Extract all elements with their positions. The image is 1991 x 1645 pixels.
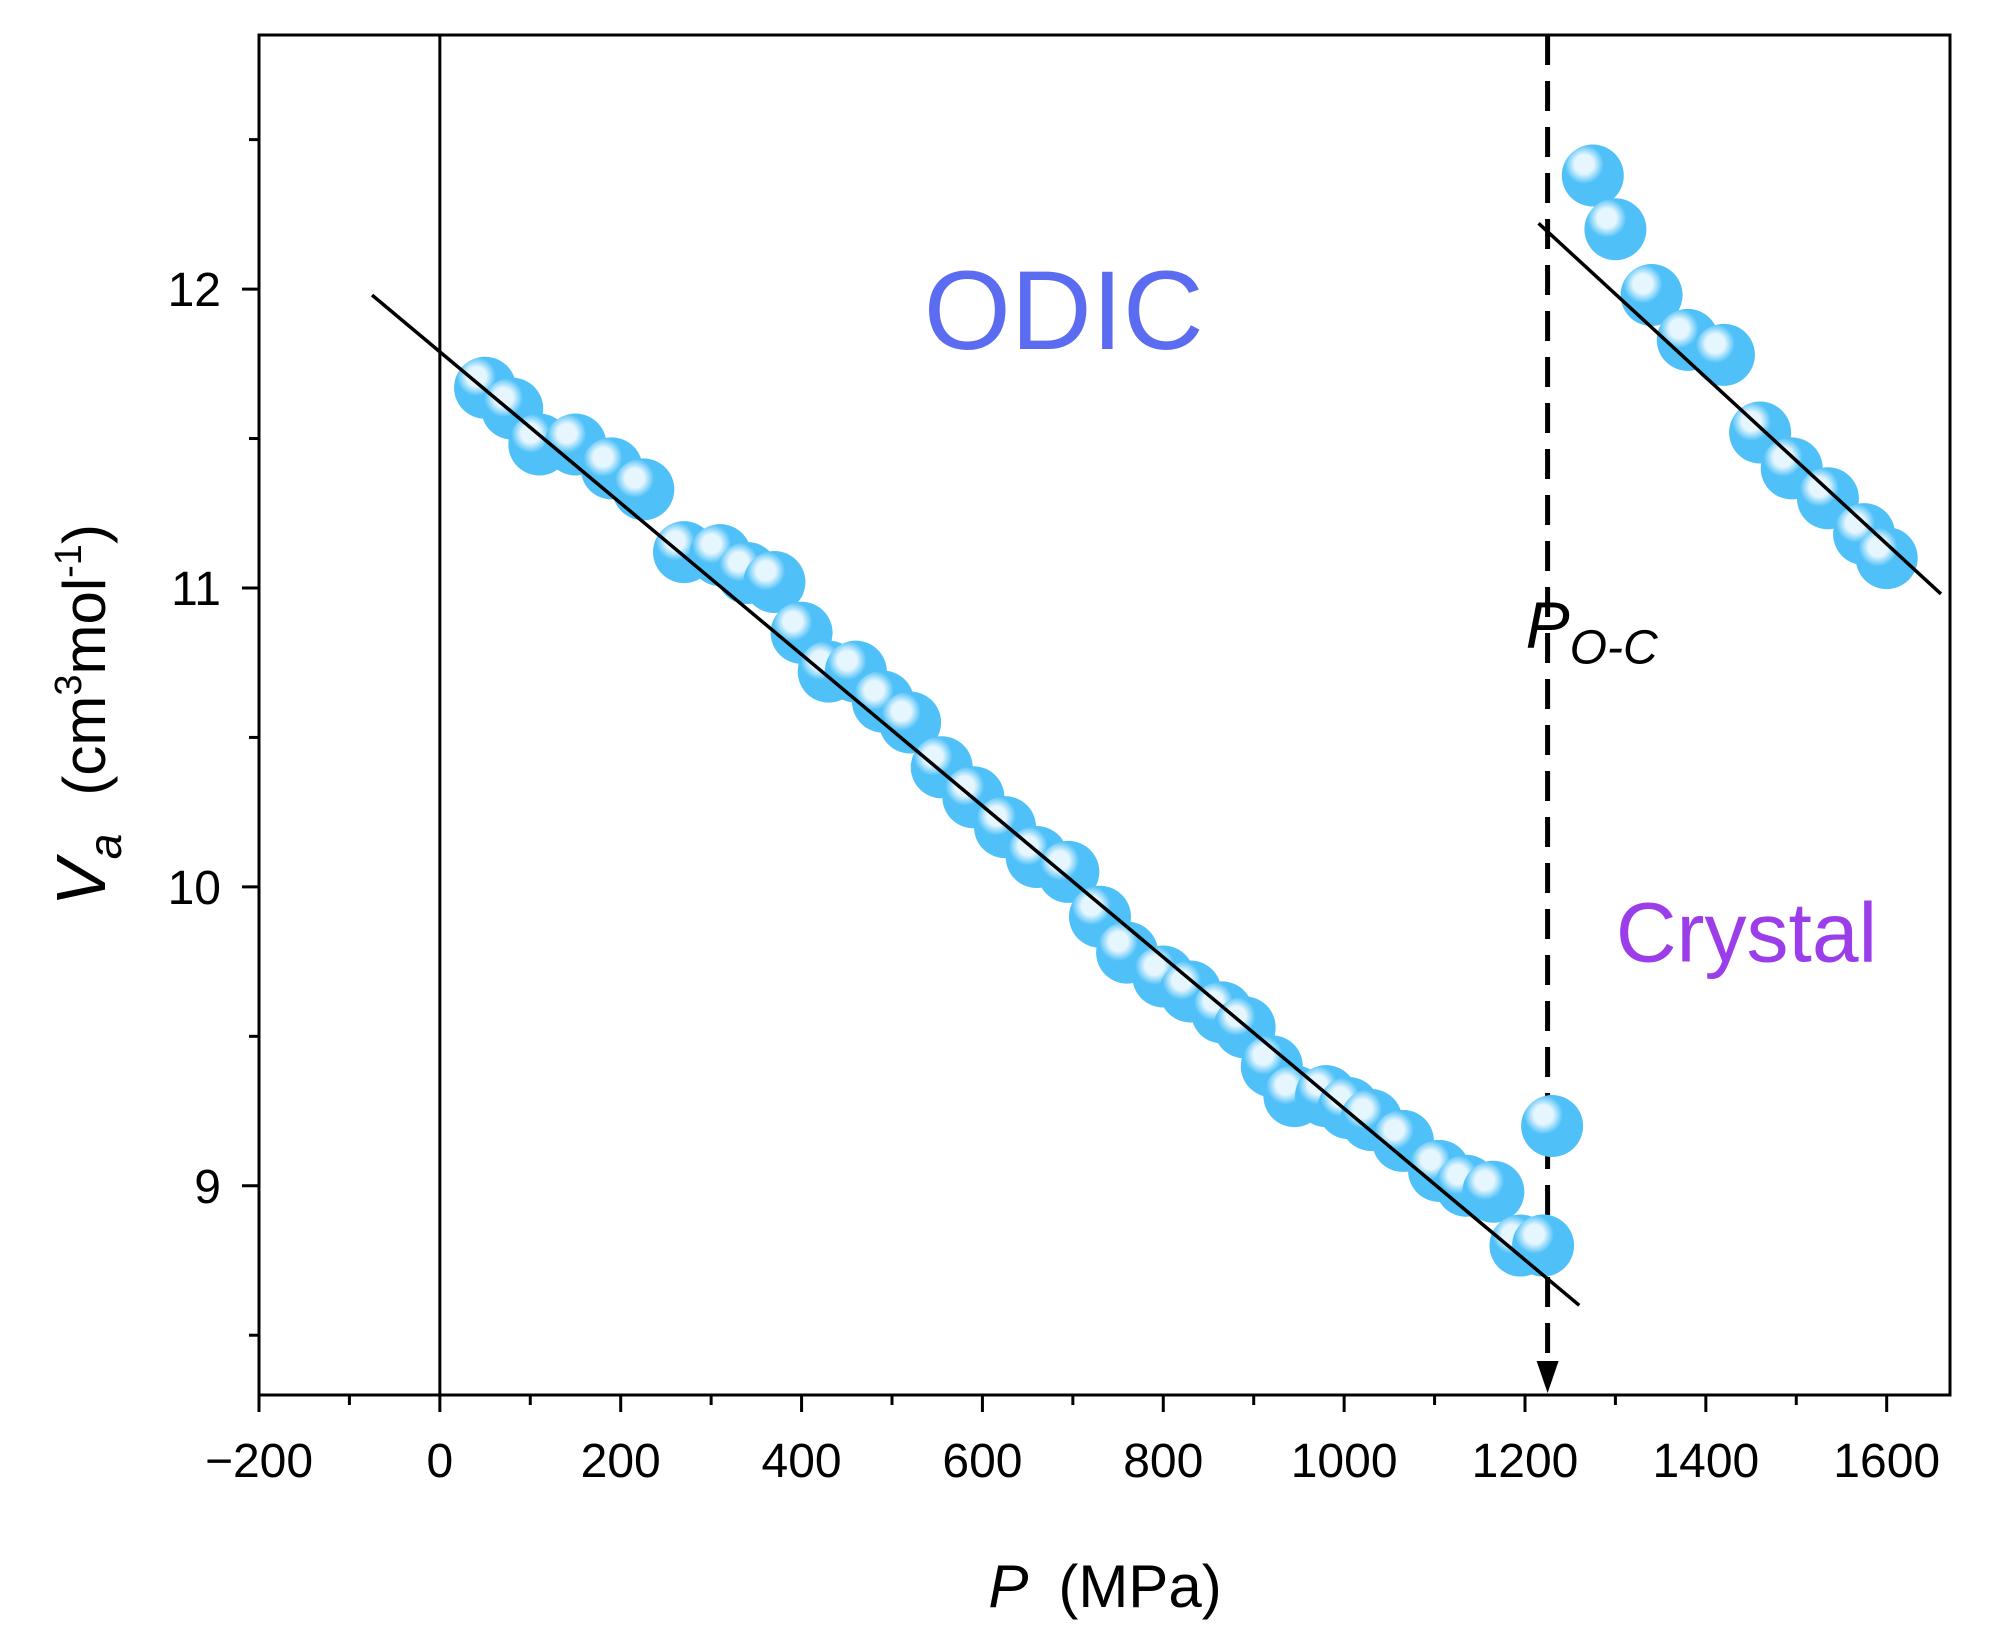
plot-frame: [257, 33, 1952, 1397]
x-tick-label-6: 1000: [1291, 1435, 1398, 1488]
x-tick-label-4: 600: [942, 1435, 1022, 1488]
data-point-odic-19: [1037, 840, 1100, 903]
x-tick-label-1: 0: [427, 1435, 454, 1488]
x-tick-label-3: 400: [762, 1435, 842, 1488]
x-axis-symbol: P: [988, 1553, 1028, 1620]
reference-lines: [438, 35, 1559, 1395]
y-axis-unit-sup2: -1: [48, 544, 90, 578]
transition-pressure-symbol: P: [1526, 588, 1570, 662]
x-axis-unit: (MPa): [1058, 1553, 1221, 1620]
x-tick-label-5: 800: [1123, 1435, 1203, 1488]
x-tick-label-2: 200: [581, 1435, 661, 1488]
transition-pressure-subscript: O-C: [1570, 622, 1658, 675]
x-axis-title: P (MPa): [988, 1553, 1221, 1620]
x-axis-ticks: −200 0 200 400 600 800 1000 1200 1400 1600: [205, 1395, 1940, 1488]
transition-pressure-label: PO-C: [1526, 588, 1658, 675]
y-axis-subscript: a: [79, 834, 131, 860]
y-axis-title: Va (cm3mol-1): [42, 524, 131, 906]
y-tick-label-3: 12: [168, 264, 221, 317]
y-tick-label-0: 9: [194, 1161, 221, 1214]
y-axis-unit-prefix: (cm: [51, 696, 118, 796]
data-point-odic-34: [1462, 1160, 1525, 1223]
fit-line-0: [370, 293, 1581, 1307]
x-tick-label-0: −200: [205, 1435, 313, 1488]
y-axis-unit-suffix: ): [51, 524, 118, 544]
y-tick-label-1: 10: [168, 862, 221, 915]
data-point-crystal-6: [1692, 323, 1755, 386]
data-point-crystal-3: [1584, 198, 1647, 261]
data-point-odic-14: [879, 691, 942, 754]
data-point-crystal-2: [1561, 144, 1624, 207]
x-tick-label-9: 1600: [1833, 1435, 1940, 1488]
y-axis-ticks: 9 10 11 12: [168, 138, 259, 1337]
odic-region-label: ODIC: [924, 248, 1204, 373]
reference-arrow-1: [1536, 1361, 1559, 1393]
data-point-crystal-11: [1855, 527, 1918, 590]
data-point-crystal-4: [1620, 264, 1683, 327]
data-point-crystal-1: [1521, 1094, 1584, 1157]
y-axis-unit-sup1: 3: [48, 675, 90, 696]
data-point-odic-9: [743, 550, 806, 613]
data-point-odic-5: [612, 458, 675, 521]
fit-line-1: [1537, 222, 1943, 596]
y-axis-symbol: V: [42, 853, 120, 906]
x-tick-label-8: 1400: [1652, 1435, 1759, 1488]
x-tick-label-7: 1200: [1472, 1435, 1579, 1488]
crystal-region-label: Crystal: [1616, 886, 1877, 980]
fit-lines: [370, 222, 1943, 1307]
y-axis-unit-mid: mol: [51, 578, 118, 675]
y-tick-label-2: 11: [171, 563, 221, 616]
data-point-crystal-0: [1512, 1214, 1575, 1277]
